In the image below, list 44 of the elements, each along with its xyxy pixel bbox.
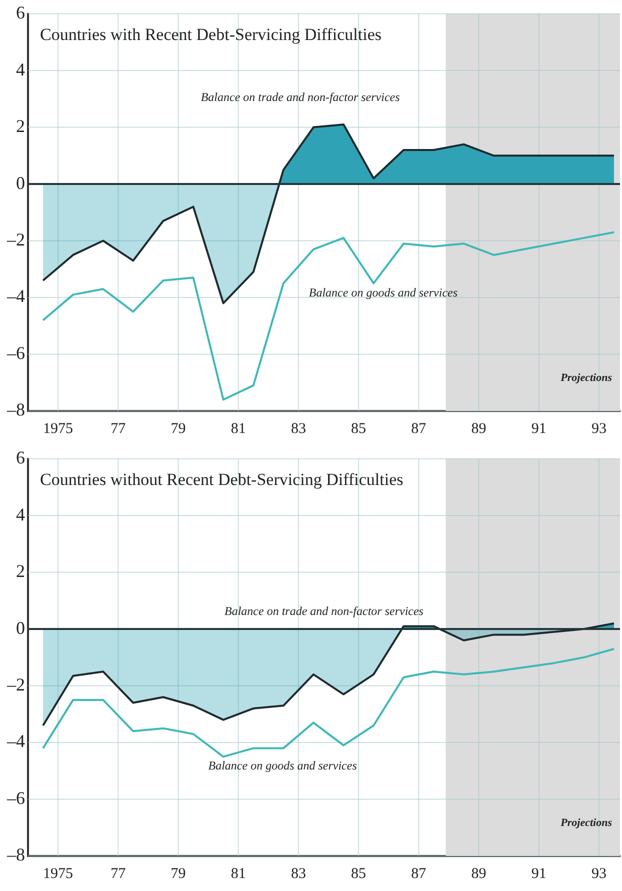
y-tick-label: 0 [16,172,25,193]
band-label: Projections [560,372,612,384]
x-tick-label: 87 [411,420,427,437]
y-tick-label: 4 [16,504,25,524]
y-tick-label: –6 [6,342,25,363]
y-tick-label: 6 [16,448,25,468]
x-tick-label: 81 [230,420,246,437]
series-label: Balance on trade and non-factor services [224,604,424,618]
text: Countries with Recent Debt-Servicing Difficulties [40,24,382,44]
text: Countries without Recent Debt-Servicing Difficulties [40,470,404,489]
x-tick-label: 77 [110,420,126,437]
y-tick-label: –4 [6,286,25,306]
x-tick-label: 87 [411,866,427,882]
x-tick-label: 85 [351,420,366,437]
text: Balance on trade and non-factor services [200,90,400,104]
y-tick-label: –6 [6,788,25,808]
x-tick-label: 89 [471,866,486,882]
x-tick-label: 91 [531,866,546,882]
y-tick-label: –2 [6,230,25,250]
x-tick-label: 85 [351,866,366,882]
y-tick-label: 2 [16,561,25,582]
x-tick-label: 83 [290,866,306,882]
series-label: Balance on goods and services [208,758,358,772]
x-tick-label: 1975 [43,866,74,882]
x-tick-label: 81 [230,866,246,882]
x-tick-label: 77 [110,866,126,882]
x-tick-label: 79 [170,866,186,882]
y-tick-label: 0 [16,618,25,638]
x-tick-label: 93 [591,866,606,882]
x-tick-label: 91 [531,420,546,437]
x-tick-label: 1975 [43,420,74,437]
y-tick-label: 2 [16,116,25,136]
y-tick-label: –2 [6,674,25,695]
x-tick-label: 83 [290,420,306,437]
y-tick-label: 4 [16,59,25,80]
y-tick-label: –4 [6,731,25,752]
x-tick-label: 79 [170,420,186,437]
x-tick-label: 89 [471,420,486,437]
y-tick-label: –8 [6,844,25,865]
series-label: Balance on goods and services [308,286,458,300]
y-tick-label: –8 [6,400,25,420]
x-tick-label: 93 [591,420,606,437]
y-tick-label: 6 [16,2,25,23]
band-label: Projections [560,817,612,829]
